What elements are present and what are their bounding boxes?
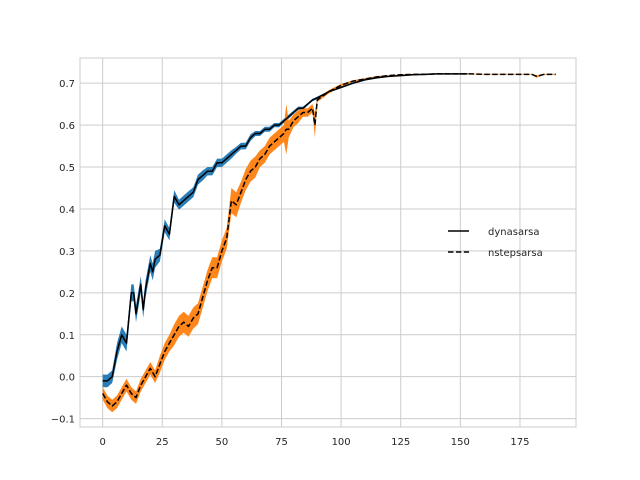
confidence-bands (102, 73, 556, 413)
y-tick-label-0-6: 0.6 (59, 121, 75, 132)
x-axis-ticks: 0 25 50 75 100 125 150 175 (99, 437, 529, 448)
x-tick-label-25: 25 (156, 437, 169, 448)
y-axis-ticks: −0.1 0.0 0.1 0.2 0.3 0.4 0.5 0.6 0.7 (51, 79, 75, 425)
y-tick-label--0-1: −0.1 (51, 415, 75, 426)
y-tick-label-0-1: 0.1 (59, 331, 75, 342)
y-tick-label-0-4: 0.4 (59, 205, 75, 216)
line-dynasarsa (102, 73, 468, 382)
y-tick-label-0-7: 0.7 (59, 79, 75, 90)
x-tick-label-75: 75 (275, 437, 288, 448)
legend-label-dynasarsa: dynasarsa (488, 227, 540, 238)
y-tick-label-0: 0.0 (59, 373, 75, 384)
legend-label-nstepsarsa: nstepsarsa (488, 248, 543, 259)
series-lines (102, 73, 556, 407)
x-tick-label-100: 100 (332, 437, 351, 448)
y-tick-label-0-2: 0.2 (59, 289, 75, 300)
line-nstepsarsa (102, 73, 556, 407)
legend: dynasarsa nstepsarsa (448, 227, 543, 259)
grid (80, 58, 576, 427)
x-tick-label-125: 125 (391, 437, 410, 448)
x-tick-label-150: 150 (451, 437, 470, 448)
y-tick-label-0-3: 0.3 (59, 247, 75, 258)
y-tick-label-0-5: 0.5 (59, 163, 75, 174)
x-tick-label-50: 50 (216, 437, 229, 448)
x-tick-label-175: 175 (510, 437, 529, 448)
plot-area-frame (79, 57, 577, 428)
band-nstepsarsa (102, 73, 556, 413)
x-tick-label-0: 0 (99, 437, 105, 448)
